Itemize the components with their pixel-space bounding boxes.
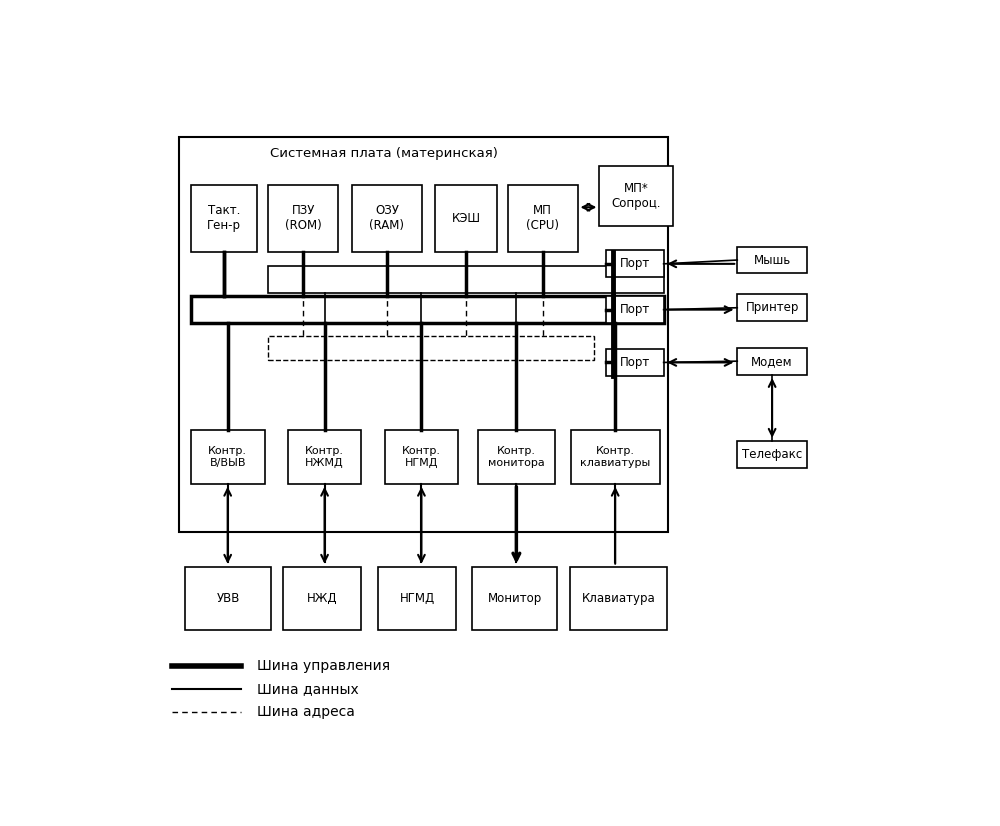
- Text: Шина адреса: Шина адреса: [257, 705, 355, 719]
- Text: Контр.
В/ВЫВ: Контр. В/ВЫВ: [208, 446, 247, 468]
- Text: НЖД: НЖД: [307, 592, 337, 605]
- Bar: [606, 250, 664, 278]
- Bar: [385, 430, 458, 484]
- Text: Монитор: Монитор: [488, 592, 542, 605]
- Text: Мышь: Мышь: [754, 254, 791, 267]
- Text: Шина данных: Шина данных: [257, 682, 358, 696]
- Bar: [191, 297, 664, 323]
- Bar: [478, 430, 555, 484]
- Bar: [570, 567, 667, 630]
- Bar: [179, 137, 668, 532]
- Bar: [737, 247, 807, 273]
- Text: УВВ: УВВ: [216, 592, 240, 605]
- Bar: [378, 567, 456, 630]
- Bar: [606, 297, 664, 323]
- Text: Порт: Порт: [619, 356, 650, 369]
- Text: Системная плата (материнская): Системная плата (материнская): [270, 147, 498, 159]
- Text: Контр.
НГМД: Контр. НГМД: [402, 446, 441, 468]
- Bar: [508, 185, 578, 252]
- Text: Контр.
НЖМД: Контр. НЖМД: [305, 446, 344, 468]
- Text: Принтер: Принтер: [745, 301, 799, 314]
- Text: Порт: Порт: [619, 303, 650, 316]
- Text: Контр.
монитора: Контр. монитора: [488, 446, 545, 468]
- Bar: [571, 430, 660, 484]
- Bar: [283, 567, 361, 630]
- Text: Телефакс: Телефакс: [742, 449, 802, 461]
- Bar: [352, 185, 422, 252]
- Bar: [737, 441, 807, 468]
- Bar: [737, 294, 807, 321]
- Bar: [268, 267, 664, 293]
- Bar: [191, 430, 264, 484]
- Text: КЭШ: КЭШ: [452, 212, 480, 225]
- Text: МП
(CPU): МП (CPU): [526, 204, 559, 232]
- Text: Контр.
клавиатуры: Контр. клавиатуры: [580, 446, 650, 468]
- Bar: [185, 567, 271, 630]
- Text: Шина управления: Шина управления: [257, 659, 390, 673]
- Text: Модем: Модем: [751, 354, 793, 368]
- Bar: [268, 335, 594, 360]
- Text: Такт.
Ген-р: Такт. Ген-р: [207, 204, 241, 232]
- Bar: [288, 430, 361, 484]
- Bar: [737, 348, 807, 374]
- Bar: [599, 166, 673, 226]
- Text: Порт: Порт: [619, 258, 650, 270]
- Bar: [268, 185, 338, 252]
- Bar: [435, 185, 497, 252]
- Bar: [472, 567, 557, 630]
- Text: МП*
Сопроц.: МП* Сопроц.: [611, 182, 661, 210]
- Text: Клавиатура: Клавиатура: [581, 592, 655, 605]
- Text: ОЗУ
(RAM): ОЗУ (RAM): [369, 204, 404, 232]
- Bar: [191, 185, 257, 252]
- Text: НГМД: НГМД: [400, 592, 435, 605]
- Text: ПЗУ
(ROM): ПЗУ (ROM): [285, 204, 322, 232]
- Bar: [606, 349, 664, 376]
